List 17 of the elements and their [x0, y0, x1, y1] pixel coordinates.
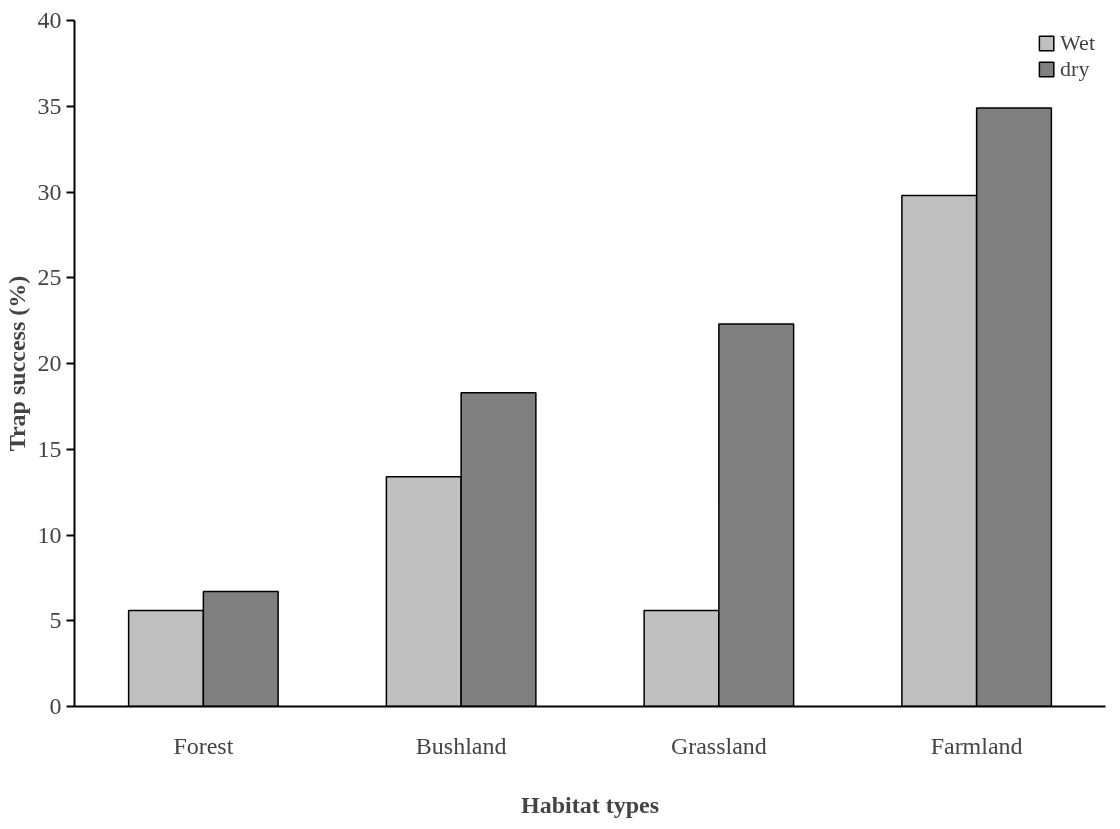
- legend-label: Wet: [1060, 30, 1095, 56]
- y-tick-label: 40: [37, 7, 62, 33]
- x-axis-title: Habitat types: [521, 791, 659, 818]
- y-tick-label: 30: [37, 178, 62, 205]
- x-tick-label: Grassland: [670, 732, 767, 759]
- y-axis-title: Trap success (%): [3, 275, 30, 452]
- y-tick-label: 25: [37, 264, 62, 291]
- y-tick-label: 0: [49, 693, 62, 719]
- x-tick-label: Bushland: [415, 732, 507, 759]
- y-tick-label: 5: [49, 607, 62, 634]
- y-tick-label: 10: [37, 521, 62, 548]
- legend-label: dry: [1060, 56, 1090, 82]
- x-tick-label: Farmland: [930, 732, 1023, 759]
- y-tick-label: 35: [37, 92, 62, 119]
- x-tick-label: Forest: [173, 732, 234, 759]
- y-tick-label: 15: [37, 435, 62, 462]
- y-tick-label: 20: [37, 350, 62, 376]
